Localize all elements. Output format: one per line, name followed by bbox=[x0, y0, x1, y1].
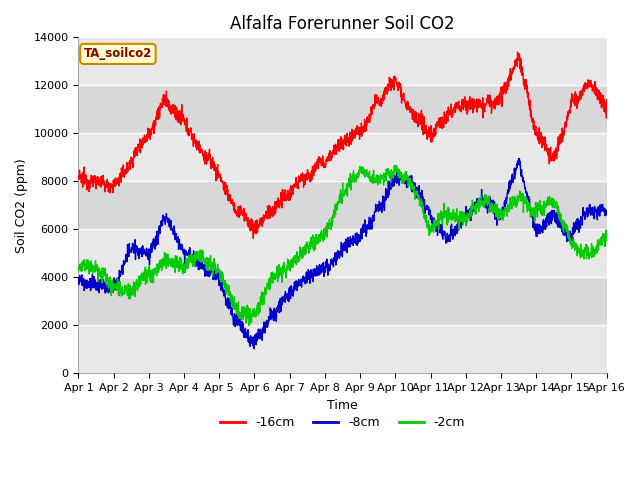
-16cm bbox=[588, 84, 596, 89]
Text: TA_soilco2: TA_soilco2 bbox=[84, 48, 152, 60]
-16cm bbox=[250, 236, 257, 241]
Y-axis label: Soil CO2 (ppm): Soil CO2 (ppm) bbox=[15, 158, 28, 252]
Line: -16cm: -16cm bbox=[79, 52, 607, 239]
Bar bbox=[79, 229, 607, 277]
Bar bbox=[79, 133, 607, 181]
Line: -8cm: -8cm bbox=[79, 158, 607, 349]
Bar bbox=[79, 37, 607, 85]
Bar bbox=[79, 277, 607, 325]
Line: -2cm: -2cm bbox=[79, 165, 607, 325]
-2cm bbox=[603, 231, 611, 237]
-8cm bbox=[75, 275, 83, 281]
-2cm bbox=[588, 241, 595, 247]
-2cm bbox=[75, 268, 83, 274]
-8cm bbox=[588, 209, 596, 215]
-16cm bbox=[332, 141, 339, 147]
-8cm bbox=[332, 255, 339, 261]
-16cm bbox=[588, 81, 595, 87]
-16cm bbox=[603, 96, 611, 102]
-2cm bbox=[317, 228, 325, 233]
-8cm bbox=[491, 210, 499, 216]
-8cm bbox=[102, 290, 109, 296]
-8cm bbox=[603, 208, 611, 214]
-16cm bbox=[75, 175, 83, 181]
Bar bbox=[79, 325, 607, 373]
-16cm bbox=[102, 183, 109, 189]
-8cm bbox=[250, 346, 258, 352]
X-axis label: Time: Time bbox=[327, 398, 358, 412]
-2cm bbox=[332, 212, 339, 217]
-8cm bbox=[588, 205, 595, 211]
-2cm bbox=[588, 254, 596, 260]
Bar bbox=[79, 181, 607, 229]
-2cm bbox=[392, 162, 400, 168]
Legend: -16cm, -8cm, -2cm: -16cm, -8cm, -2cm bbox=[215, 411, 470, 434]
Title: Alfalfa Forerunner Soil CO2: Alfalfa Forerunner Soil CO2 bbox=[230, 15, 455, 33]
-8cm bbox=[317, 268, 325, 274]
-2cm bbox=[491, 203, 499, 208]
-16cm bbox=[317, 163, 325, 168]
Bar bbox=[79, 85, 607, 133]
-2cm bbox=[102, 269, 109, 275]
-16cm bbox=[491, 96, 499, 102]
-2cm bbox=[245, 323, 253, 328]
-8cm bbox=[515, 156, 522, 161]
-16cm bbox=[514, 49, 522, 55]
